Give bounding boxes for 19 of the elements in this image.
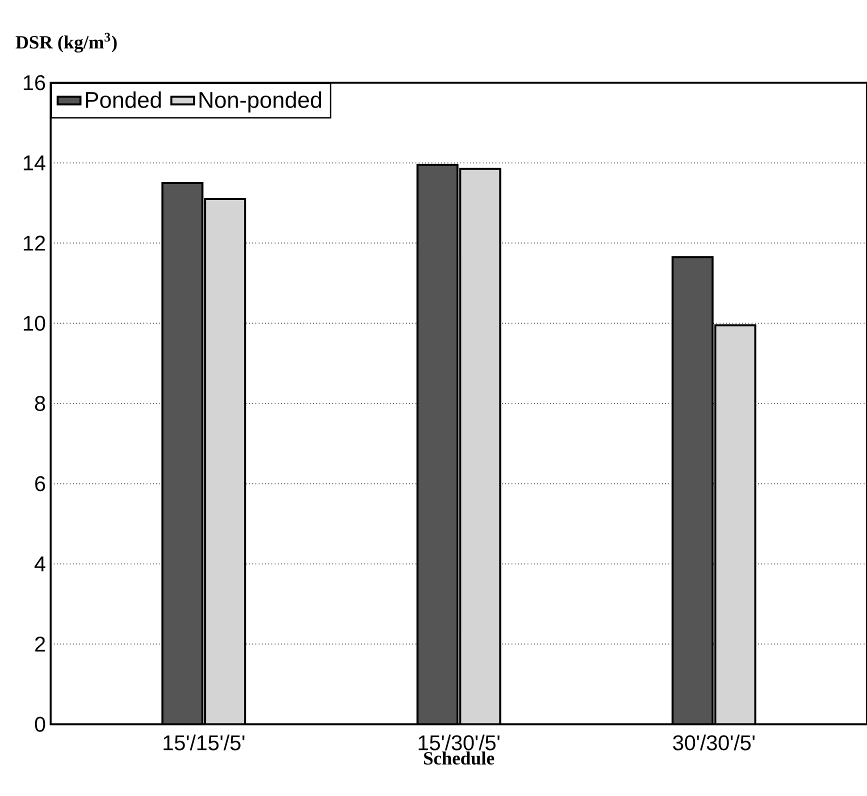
- legend-label: Non-ponded: [200, 91, 322, 112]
- bar: [416, 164, 459, 724]
- x-tick-label: 30'/30'/5': [673, 734, 755, 750]
- y-tick-label: 16: [24, 75, 46, 90]
- x-tick-label: 15'/15'/5': [164, 734, 244, 750]
- y-tick-label: 0: [34, 716, 46, 732]
- y-tick-label: 14: [24, 155, 46, 170]
- bar: [714, 324, 756, 724]
- y-axis-title: DSR (kg/m$^{3}$): [16, 32, 117, 52]
- y-tick-label: 12: [24, 236, 45, 250]
- x-axis-title: Schedule: [424, 751, 494, 765]
- y-tick-label: 4: [34, 556, 46, 572]
- legend-label: Ponded: [86, 91, 161, 108]
- y-tick-label: 6: [35, 476, 46, 492]
- x-tick-label: 15'/30'/5': [418, 734, 500, 750]
- y-tick-label: 2: [35, 636, 45, 652]
- bar: [459, 168, 502, 724]
- y-tick-label: 10: [24, 316, 46, 331]
- y-tick-label: 8: [35, 396, 46, 411]
